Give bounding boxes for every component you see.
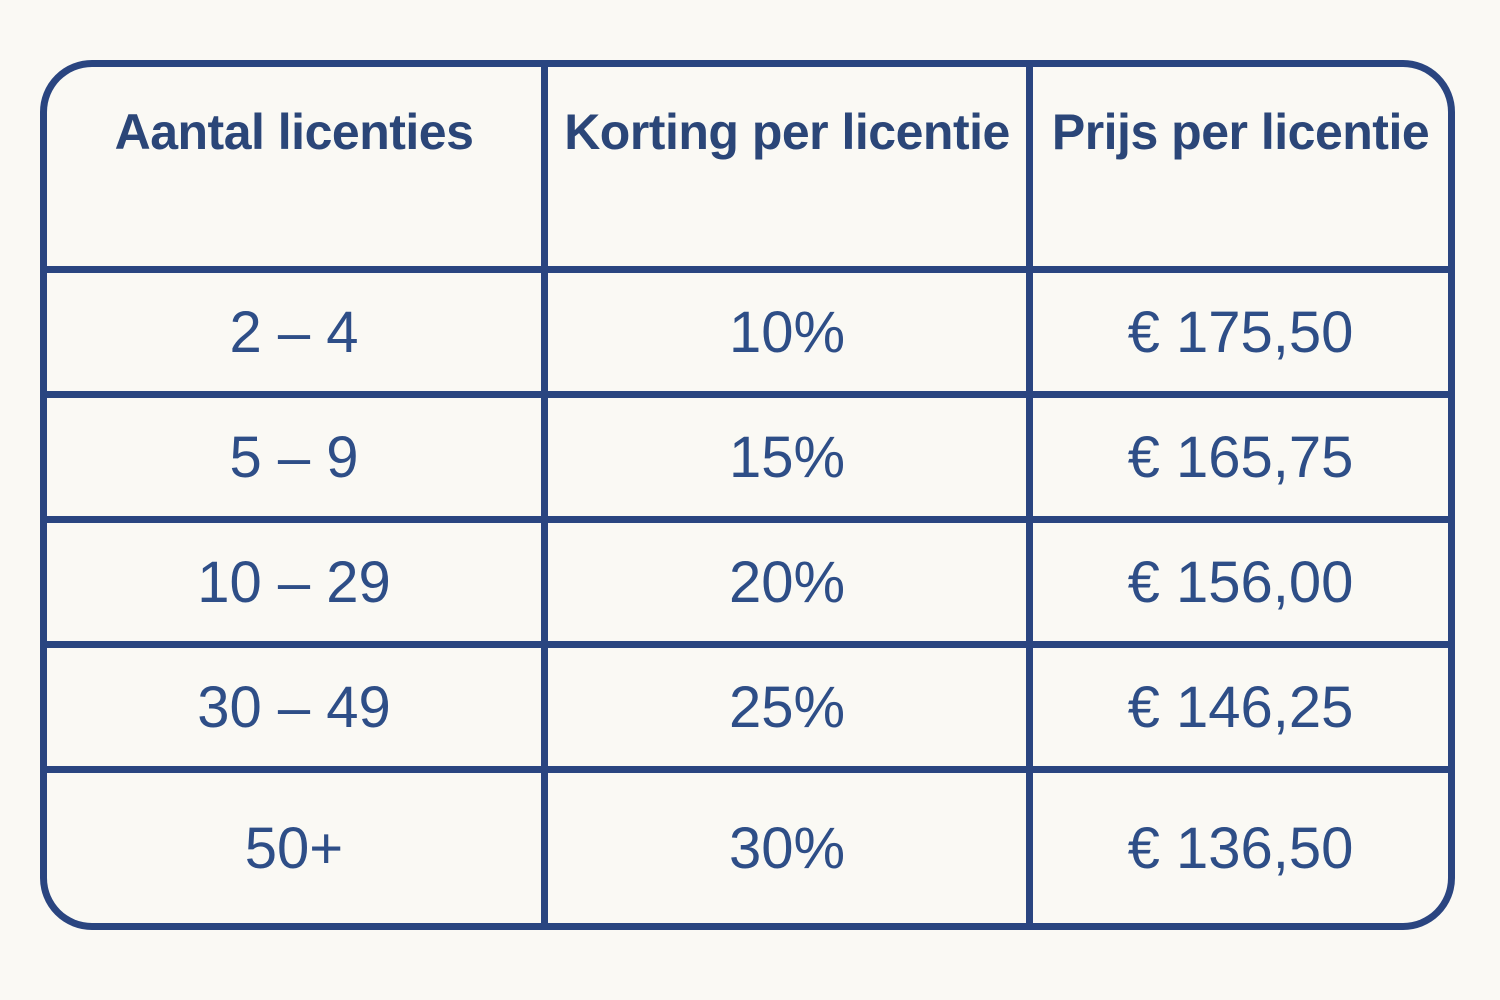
cell-licenties-range: 10 – 29: [47, 523, 541, 641]
cell-licenties-range: 50+: [47, 773, 541, 923]
cell-prijs: € 136,50: [1033, 773, 1448, 923]
license-pricing-table: Aantal licenties Korting per licentie Pr…: [40, 60, 1455, 930]
header-cell-korting-per-licentie: Korting per licentie: [548, 67, 1026, 266]
header-cell-aantal-licenties: Aantal licenties: [47, 67, 541, 266]
cell-korting-percent: 25%: [548, 648, 1026, 766]
cell-prijs: € 156,00: [1033, 523, 1448, 641]
cell-prijs: € 175,50: [1033, 273, 1448, 391]
cell-licenties-range: 30 – 49: [47, 648, 541, 766]
header-cell-prijs-per-licentie: Prijs per licentie: [1033, 67, 1448, 266]
cell-prijs: € 165,75: [1033, 398, 1448, 516]
cell-korting-percent: 10%: [548, 273, 1026, 391]
cell-licenties-range: 2 – 4: [47, 273, 541, 391]
cell-korting-percent: 20%: [548, 523, 1026, 641]
cell-korting-percent: 30%: [548, 773, 1026, 923]
cell-prijs: € 146,25: [1033, 648, 1448, 766]
cell-korting-percent: 15%: [548, 398, 1026, 516]
cell-licenties-range: 5 – 9: [47, 398, 541, 516]
